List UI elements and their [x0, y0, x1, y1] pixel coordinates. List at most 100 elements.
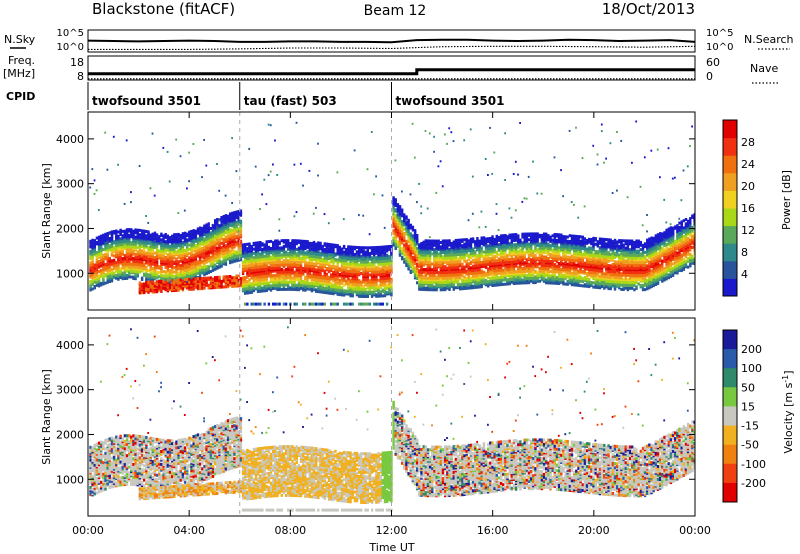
range-cell: [252, 241, 255, 245]
range-cell: [459, 285, 462, 289]
range-cell: [108, 244, 111, 248]
range-cell: [128, 248, 131, 252]
range-cell: [248, 259, 251, 263]
range-cell: [465, 259, 468, 263]
range-cell: [153, 194, 156, 197]
range-cell: [192, 247, 195, 251]
range-cell: [246, 302, 249, 306]
range-cell: [278, 253, 281, 257]
range-cell: [413, 234, 417, 238]
range-cell: [134, 235, 137, 239]
range-cell: [89, 284, 92, 288]
range-cell: [379, 293, 382, 297]
range-cell: [250, 253, 253, 257]
range-cell: [229, 259, 232, 263]
range-cell: [179, 264, 182, 268]
range-cell: [330, 281, 333, 285]
range-cell: [409, 223, 412, 227]
range-cell: [214, 234, 217, 238]
range-cell: [351, 264, 354, 268]
range-cell: [446, 142, 448, 145]
range-cell: [192, 253, 195, 257]
range-cell: [196, 260, 200, 264]
range-cell: [108, 237, 111, 240]
range-cell: [155, 252, 159, 255]
range-cell: [284, 256, 288, 260]
range-cell: [229, 244, 232, 247]
range-cell: [293, 250, 296, 254]
range-cell: [267, 254, 271, 258]
range-cell: [426, 263, 430, 267]
range-cell: [388, 273, 391, 277]
range-cell: [295, 253, 298, 257]
range-cell: [252, 277, 255, 281]
range-cell: [392, 206, 395, 210]
range-cell: [360, 294, 363, 298]
range-cell: [385, 245, 389, 249]
range-cell: [418, 254, 421, 258]
range-cell: [218, 262, 221, 266]
range-cell: [327, 242, 331, 246]
range-cell: [214, 263, 217, 267]
range-cell: [246, 242, 249, 246]
range-cell: [175, 276, 178, 280]
range-cell: [123, 254, 127, 258]
range-cell: [315, 242, 318, 246]
range-cell: [214, 219, 217, 223]
range-cell: [297, 273, 301, 277]
range-cell: [276, 239, 279, 243]
range-cell: [91, 168, 94, 171]
range-cell: [256, 302, 260, 306]
range-cell: [459, 238, 462, 242]
range-cell: [267, 240, 271, 244]
range-cell: [100, 271, 103, 275]
range-cell: [388, 245, 391, 248]
range-cell: [254, 264, 258, 268]
range-cell: [192, 265, 195, 268]
range-cell: [265, 253, 268, 257]
range-cell: [312, 275, 316, 279]
range-cell: [401, 190, 403, 193]
range-cell: [261, 242, 264, 246]
range-cell: [188, 180, 190, 183]
range-cell: [173, 274, 176, 278]
range-cell: [315, 268, 318, 272]
range-cell: [450, 249, 453, 253]
range-cell: [209, 276, 213, 280]
range-cell: [446, 253, 449, 257]
range-cell: [136, 250, 139, 254]
range-cell: [186, 286, 189, 290]
range-cell: [385, 302, 389, 306]
range-cell: [220, 249, 223, 252]
range-cell: [254, 247, 258, 251]
range-cell: [112, 135, 115, 138]
range-cell: [183, 248, 187, 252]
range-cell: [246, 290, 249, 294]
range-cell: [138, 233, 142, 237]
range-cell: [201, 277, 204, 280]
range-cell: [175, 138, 178, 141]
range-cell: [143, 285, 146, 289]
range-cell: [140, 229, 144, 233]
range-cell: [310, 242, 314, 245]
range-cell: [211, 234, 215, 238]
range-cell: [203, 224, 206, 228]
range-cell: [130, 191, 132, 194]
range-cell: [284, 287, 288, 291]
range-cell: [364, 287, 367, 291]
range-cell: [171, 251, 174, 255]
range-cell: [177, 263, 180, 266]
range-cell: [155, 257, 159, 261]
range-cell: [450, 282, 453, 286]
range-cell: [340, 269, 344, 272]
range-cell: [456, 241, 460, 245]
range-cell: [248, 285, 251, 289]
range-cell: [381, 268, 384, 272]
range-cell: [437, 263, 440, 267]
range-cell: [364, 269, 367, 273]
range-cell: [269, 288, 273, 292]
range-cell: [351, 245, 354, 249]
range-cell: [383, 279, 387, 283]
range-cell: [280, 275, 283, 278]
